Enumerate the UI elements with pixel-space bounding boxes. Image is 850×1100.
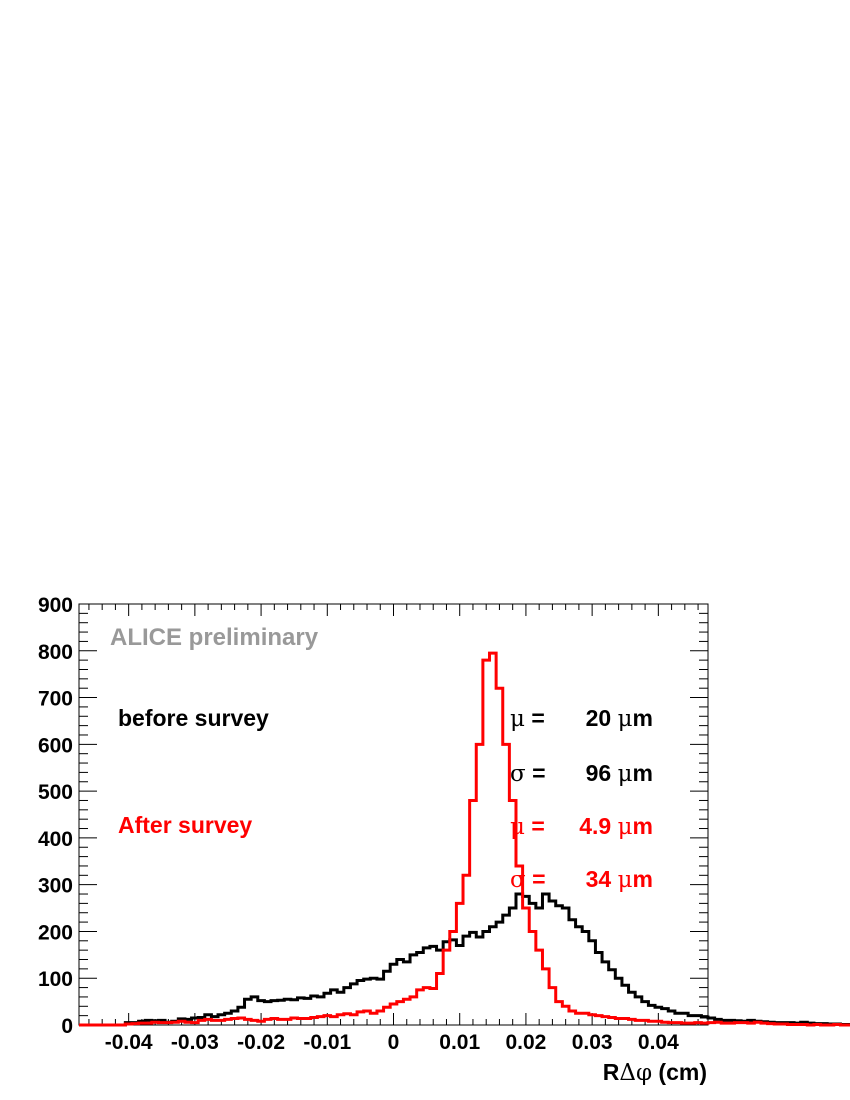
stat-unit-symbol: μ (618, 814, 633, 840)
stat-number: 96 (586, 760, 618, 786)
axis-ticks (79, 603, 708, 1026)
stats-box: μ = 20 μmσ = 96 μmμ = 4.9 μmσ = 34 μm (510, 705, 653, 893)
y-tick-label: 100 (38, 968, 73, 991)
stat-name: μ = (510, 705, 545, 732)
x-axis-label-suffix: (cm) (652, 1059, 707, 1085)
histogram-series (79, 651, 850, 1027)
y-tick-label: 800 (38, 641, 73, 664)
stat-name: σ = (510, 866, 546, 893)
y-tick-label: 200 (38, 921, 73, 944)
stat-number: 20 (586, 705, 618, 731)
stat-unit-symbol: μ (618, 761, 633, 787)
y-tick-label: 600 (38, 734, 73, 757)
x-tick-label: -0.04 (105, 1031, 153, 1054)
legend-label-after: After survey (118, 812, 252, 838)
x-tick-label: 0.03 (572, 1031, 613, 1054)
stat-unit-symbol: μ (618, 706, 633, 732)
stat-symbol: σ (510, 761, 526, 787)
y-tick-label: 900 (38, 594, 73, 617)
stat-value: 34 μm (586, 866, 653, 893)
stat-equals: = (525, 813, 545, 839)
x-tick-label: 0.01 (439, 1031, 480, 1054)
stat-unit: m (633, 813, 653, 839)
histogram-line-before (79, 892, 850, 1027)
x-axis-label-prefix: R (603, 1059, 620, 1085)
y-tick-label: 300 (38, 875, 73, 898)
y-tick-label: 0 (61, 1015, 73, 1038)
stat-equals: = (526, 760, 546, 786)
stat-symbol: μ (510, 706, 525, 732)
stat-value: 96 μm (586, 760, 653, 787)
x-tick-label: 0.02 (505, 1031, 546, 1054)
annotation-label: ALICE preliminary (110, 624, 319, 651)
x-axis-label-symbols: Δφ (619, 1060, 652, 1086)
x-tick-label: -0.01 (303, 1031, 351, 1054)
x-tick-label: -0.03 (171, 1031, 219, 1054)
stat-equals: = (525, 705, 545, 731)
stat-value: 4.9 μm (579, 813, 653, 840)
x-tick-labels: -0.04 -0.03 -0.02 -0.01 0 0.01 0.02 0.03 0.04 (105, 1031, 679, 1054)
x-tick-label: -0.02 (237, 1031, 285, 1054)
stat-name: σ = (510, 760, 546, 787)
y-tick-label: 500 (38, 781, 73, 804)
stat-unit-symbol: μ (618, 867, 633, 893)
stat-equals: = (526, 866, 546, 892)
stat-value: 20 μm (586, 705, 653, 732)
y-tick-label: 400 (38, 828, 73, 851)
stat-symbol: σ (510, 867, 526, 893)
stat-unit: m (633, 760, 653, 786)
legend-label-before: before survey (118, 705, 269, 731)
stat-unit: m (633, 866, 653, 892)
stat-unit: m (633, 705, 653, 731)
stat-name: μ = (510, 813, 545, 840)
y-tick-label: 700 (38, 688, 73, 711)
stat-number: 34 (586, 866, 618, 892)
stat-number: 4.9 (579, 813, 617, 839)
x-tick-label: 0.04 (638, 1031, 679, 1054)
y-tick-labels: 0 100 200 300 400 500 600 700 800 900 (38, 594, 73, 1038)
x-axis-label: RΔφ (cm) (603, 1059, 707, 1086)
stat-symbol: μ (510, 814, 525, 840)
histogram-line-after (79, 651, 850, 1027)
x-tick-label: 0 (388, 1031, 400, 1054)
